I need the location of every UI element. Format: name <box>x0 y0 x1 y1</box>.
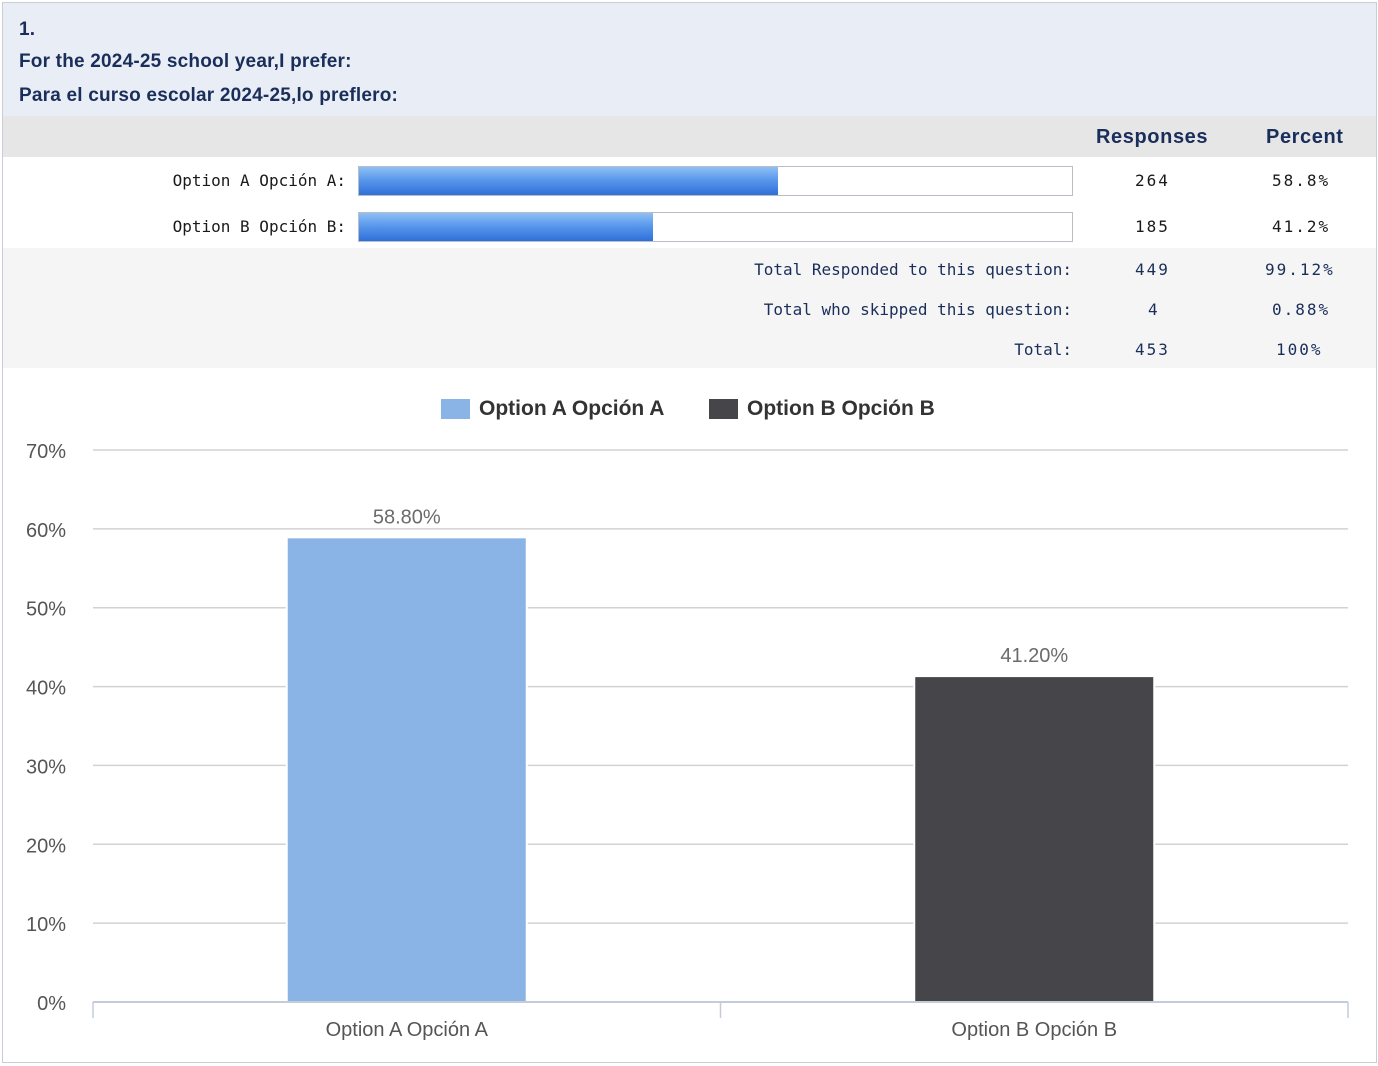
table-header: Responses Percent <box>3 116 1376 157</box>
table-row: Option B Opción B: 185 41.2% <box>3 203 1376 249</box>
question-header: 1. For the 2024-25 school year,I prefer:… <box>3 3 1376 116</box>
response-count: 264 <box>1135 171 1170 190</box>
response-percent: 41.2% <box>1272 217 1331 236</box>
bar <box>287 538 526 1001</box>
question-text-en: For the 2024-25 school year,I prefer: <box>19 51 352 72</box>
total-responded-label: Total Responded to this question: <box>754 260 1072 279</box>
y-tick-label: 20% <box>26 835 66 857</box>
legend-label-b: Option B Opción B <box>747 397 935 420</box>
responses-column-header: Responses <box>1096 126 1209 148</box>
legend-swatch-a <box>441 399 470 419</box>
y-tick-label: 10% <box>26 914 66 936</box>
legend-label-a: Option A Opción A <box>479 397 665 420</box>
total-skipped-count: 4 <box>1148 300 1160 319</box>
y-tick-label: 30% <box>26 756 66 778</box>
table-row: Option A Opción A: 264 58.8% <box>3 157 1376 203</box>
total-skipped-row: Total who skipped this question: 4 0.88% <box>3 288 1376 328</box>
total-responded-count: 449 <box>1135 260 1170 279</box>
response-rows: Option A Opción A: 264 58.8% Option B Op… <box>3 157 1376 248</box>
y-tick-label: 0% <box>37 993 66 1015</box>
question-number: 1. <box>19 19 36 40</box>
total-count: 453 <box>1135 340 1170 359</box>
response-bar-track <box>358 212 1073 242</box>
response-bar-track <box>358 166 1073 196</box>
bar-chart: 0% 10% 20% 30% 40% 50% 60% 70% 58.80% Option A Op… <box>26 441 1349 1041</box>
bar <box>915 677 1154 1001</box>
total-responded-percent: 99.12% <box>1265 260 1335 279</box>
question-text-es: Para el curso escolar 2024-25,lo prefler… <box>19 85 399 106</box>
total-skipped-label: Total who skipped this question: <box>763 300 1072 319</box>
y-tick-label: 40% <box>26 678 66 700</box>
y-tick-label: 50% <box>26 599 66 621</box>
total-percent: 100% <box>1276 340 1323 359</box>
x-tick-label: Option B Opción B <box>951 1019 1117 1041</box>
response-bar-fill <box>359 213 653 241</box>
response-count: 185 <box>1135 217 1170 236</box>
legend-swatch-b <box>709 399 738 419</box>
totals-section: Total Responded to this question: 449 99… <box>3 248 1376 368</box>
data-label: 41.20% <box>1000 645 1068 667</box>
y-tick-label: 60% <box>26 520 66 542</box>
response-percent: 58.8% <box>1272 171 1331 190</box>
total-skipped-percent: 0.88% <box>1272 300 1331 319</box>
total-label: Total: <box>1014 340 1072 359</box>
data-label: 58.80% <box>373 506 441 528</box>
option-label: Option A Opción A: <box>172 171 346 190</box>
total-responded-row: Total Responded to this question: 449 99… <box>3 248 1376 288</box>
percent-column-header: Percent <box>1266 126 1344 148</box>
y-tick-label: 70% <box>26 441 66 463</box>
response-bar-fill <box>359 167 779 195</box>
total-row: Total: 453 100% <box>3 328 1376 368</box>
x-tick-label: Option A Opción A <box>326 1019 489 1041</box>
option-label: Option B Opción B: <box>172 217 346 236</box>
